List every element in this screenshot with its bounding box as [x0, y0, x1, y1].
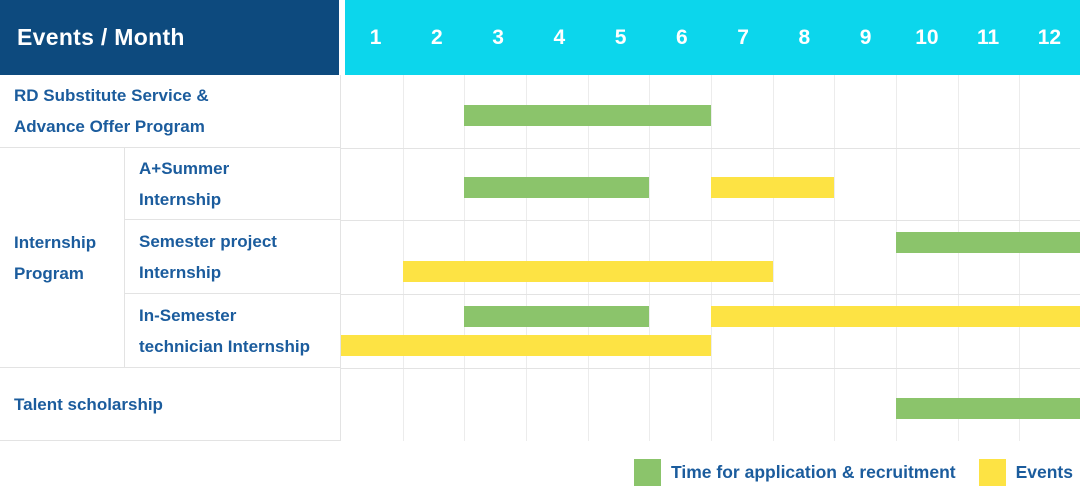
month-gridline	[526, 75, 527, 441]
gantt-grid-area	[340, 75, 1080, 441]
header-corner-cell: Events / Month	[0, 0, 339, 75]
month-label-6: 6	[676, 25, 688, 49]
group-label-internship-program: Internship Program	[0, 148, 124, 368]
group-label-line: Program	[14, 263, 84, 283]
month-label-2: 2	[431, 25, 443, 49]
month-label-1: 1	[369, 25, 382, 49]
header-corner-label: Events / Month	[17, 24, 185, 50]
row-label-in-semester-technician-internship: In-Semester technician Internship	[124, 294, 340, 368]
month-label-5: 5	[614, 25, 627, 49]
month-gridline	[711, 75, 712, 441]
bar-event	[711, 177, 835, 199]
row-gridline	[341, 220, 1080, 221]
month-gridline	[834, 75, 835, 441]
month-gridline	[403, 75, 404, 441]
month-label-11: 11	[977, 25, 1000, 49]
month-label-4: 4	[553, 25, 566, 49]
row-label-rd-substitute: RD Substitute Service & Advance Offer Pr…	[0, 75, 340, 148]
legend-label-events: Events	[1015, 462, 1073, 482]
month-label-12: 12	[1037, 25, 1062, 49]
month-gridline	[649, 75, 650, 441]
month-gridline	[1019, 75, 1020, 441]
month-label-3: 3	[492, 25, 504, 49]
row-gridline	[341, 368, 1080, 369]
row-gridline	[341, 294, 1080, 295]
bar-event	[402, 260, 773, 282]
bar-application-recruitment	[464, 104, 711, 126]
row-label-line: Semester project	[139, 231, 277, 251]
month-gridline	[588, 75, 589, 441]
legend-swatch-application-icon	[634, 459, 662, 486]
row-label-a-plus-summer-internship: A+Summer Internship	[124, 148, 340, 220]
row-gridline	[341, 148, 1080, 149]
month-gridline	[896, 75, 897, 441]
legend-swatch-events-icon	[978, 459, 1006, 486]
month-gridline	[958, 75, 959, 441]
row-label-line: Internship	[139, 189, 222, 209]
bar-application-recruitment	[896, 232, 1080, 254]
bar-event	[711, 306, 1080, 328]
row-label-talent-scholarship: Talent scholarship	[0, 368, 340, 441]
legend: Time for application & recruitment Event…	[634, 459, 1073, 486]
month-label-9: 9	[859, 25, 872, 49]
bar-application-recruitment	[464, 306, 650, 328]
row-label-line: technician Internship	[139, 336, 310, 356]
row-label-semester-project-internship: Semester project Internship	[124, 220, 340, 294]
month-gridline	[464, 75, 465, 441]
row-label-line: Advance Offer Program	[14, 117, 205, 136]
month-label-10: 10	[915, 25, 939, 49]
row-label-line: A+Summer	[139, 158, 230, 178]
month-header-strip: 1 2 3 4 5 6 7 8 9 10 11 12	[345, 0, 1080, 75]
group-label-line: Internship	[14, 232, 97, 252]
month-label-7: 7	[737, 25, 749, 49]
row-label-line: In-Semester	[139, 305, 237, 325]
row-label-line: Internship	[139, 262, 222, 282]
month-gridline	[773, 75, 774, 441]
legend-label-application: Time for application & recruitment	[671, 462, 956, 482]
row-label-line: RD Substitute Service &	[14, 86, 209, 105]
bar-event	[341, 334, 711, 356]
bar-application-recruitment	[896, 397, 1080, 419]
month-label-8: 8	[798, 25, 811, 49]
gantt-body: RD Substitute Service & Advance Offer Pr…	[0, 75, 1080, 441]
bar-application-recruitment	[464, 177, 650, 199]
row-label-line: Talent scholarship	[14, 394, 163, 414]
